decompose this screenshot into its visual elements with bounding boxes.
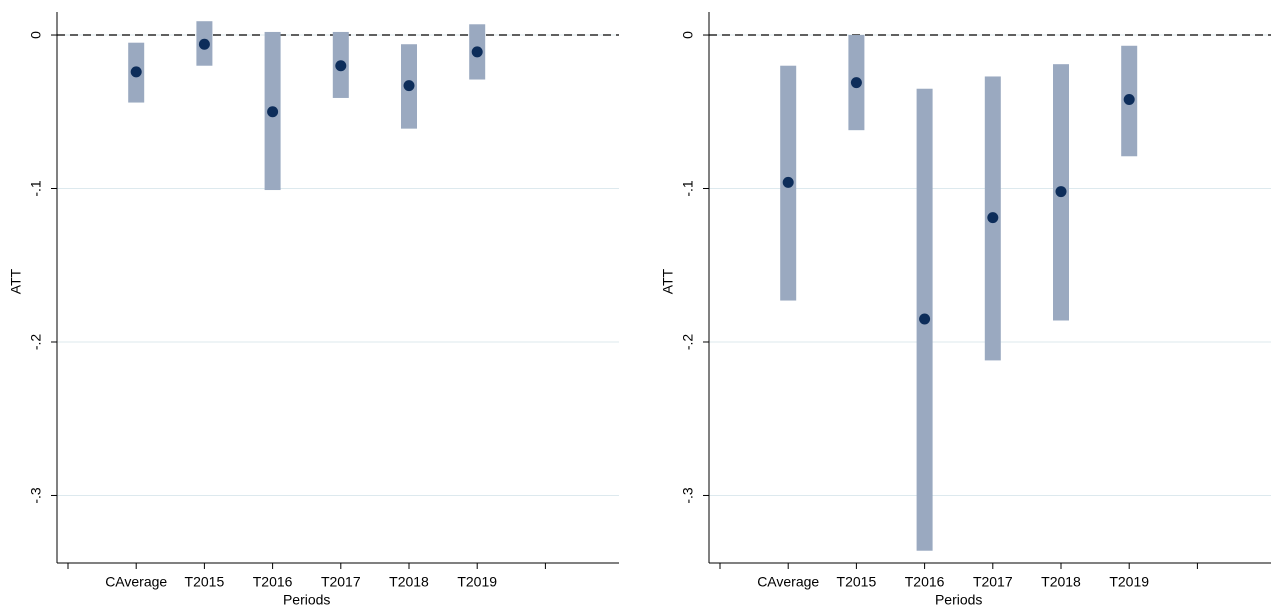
y-tick-label: -.3 xyxy=(680,487,696,504)
x-tick-label: T2016 xyxy=(905,574,945,590)
x-tick-label: T2018 xyxy=(1041,574,1081,590)
x-tick-label: T2019 xyxy=(1109,574,1149,590)
y-tick-label: -.1 xyxy=(28,180,44,197)
x-axis-label: Periods xyxy=(283,592,330,608)
x-tick-label: T2017 xyxy=(973,574,1013,590)
point-estimate xyxy=(782,176,794,188)
y-axis-label: ATT xyxy=(660,268,676,294)
point-estimate xyxy=(403,80,415,92)
x-tick-label: T2016 xyxy=(253,574,293,590)
point-estimate xyxy=(471,46,483,58)
point-estimate xyxy=(267,106,279,118)
y-tick-label: 0 xyxy=(28,31,44,39)
x-axis-label: Periods xyxy=(935,592,982,608)
point-estimate xyxy=(919,313,931,325)
x-tick-label: T2018 xyxy=(389,574,429,590)
point-estimate xyxy=(1123,93,1135,105)
x-tick-label: CAverage xyxy=(757,574,819,590)
y-axis-label: ATT xyxy=(8,268,24,294)
y-tick-label: -.2 xyxy=(680,334,696,351)
point-estimate xyxy=(987,212,999,224)
point-estimate xyxy=(130,66,142,78)
point-estimate xyxy=(198,38,210,50)
point-estimate xyxy=(850,77,862,89)
point-estimate xyxy=(335,60,347,72)
x-tick-label: T2019 xyxy=(457,574,497,590)
x-tick-label: T2015 xyxy=(185,574,225,590)
point-estimate xyxy=(1055,186,1067,198)
x-tick-label: T2017 xyxy=(321,574,361,590)
x-tick-label: CAverage xyxy=(105,574,167,590)
y-tick-label: 0 xyxy=(680,31,696,39)
x-tick-label: T2015 xyxy=(837,574,877,590)
y-tick-label: -.1 xyxy=(680,180,696,197)
y-tick-label: -.2 xyxy=(28,334,44,351)
y-tick-label: -.3 xyxy=(28,487,44,504)
